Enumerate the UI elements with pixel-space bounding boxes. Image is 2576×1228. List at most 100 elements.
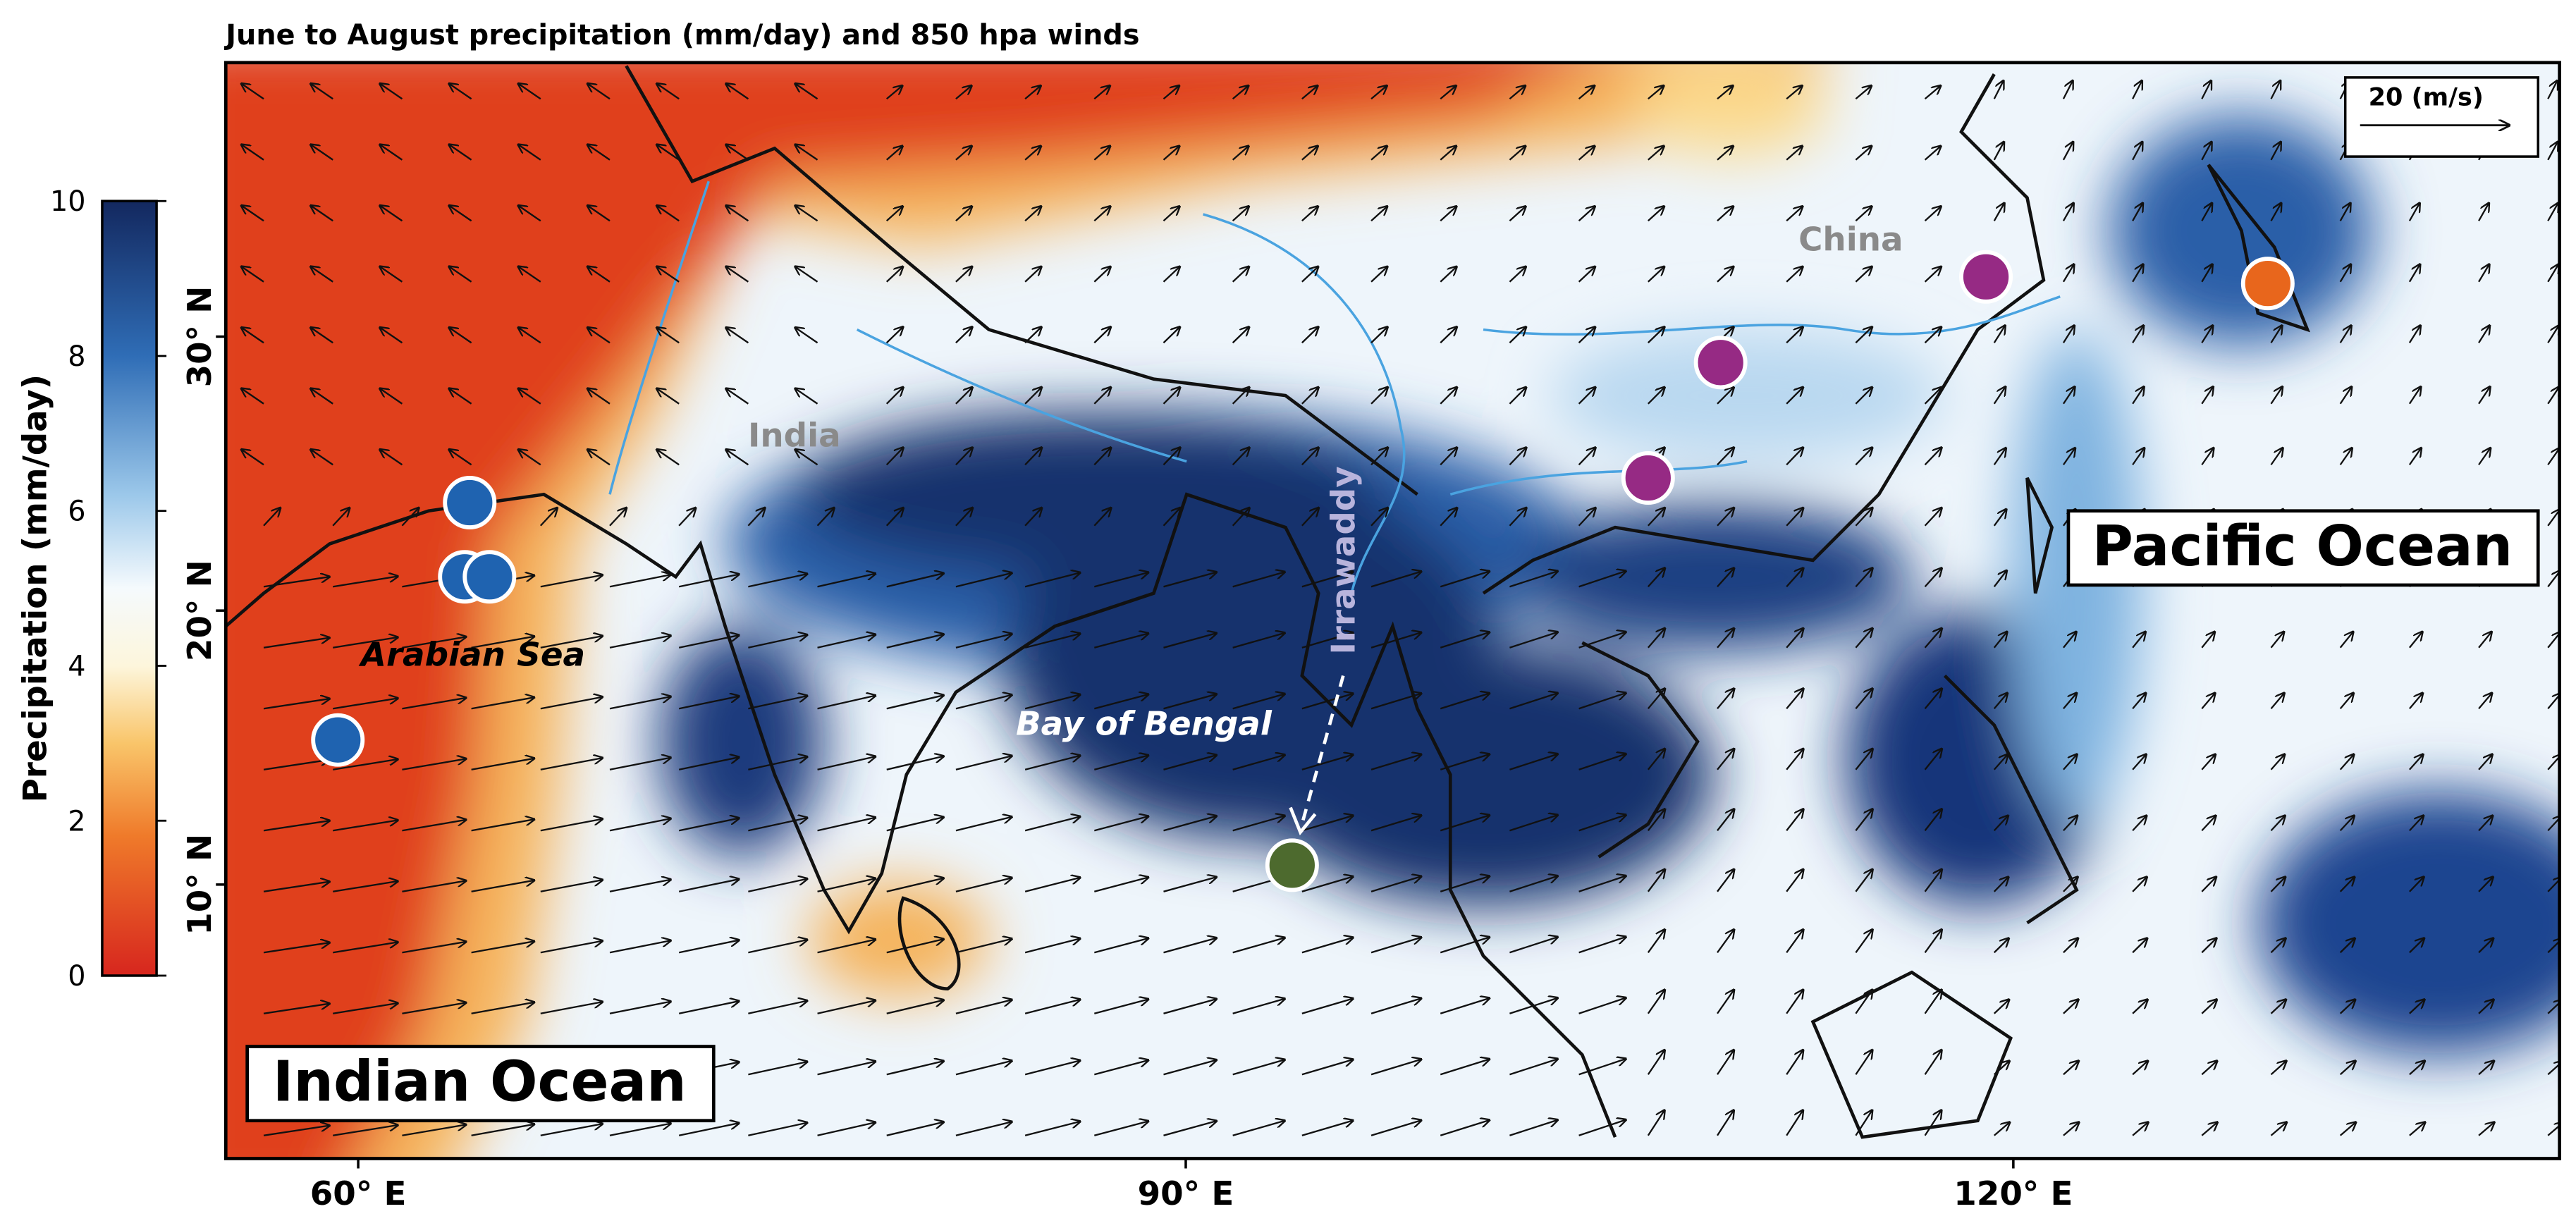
wind-vector <box>2201 816 2215 832</box>
wind-vector <box>333 577 397 588</box>
wind-vector <box>1232 694 1284 710</box>
wind-vector <box>1440 207 1456 222</box>
wind-vector <box>2409 755 2423 770</box>
wind-vector <box>1024 86 1040 100</box>
wind-vector <box>1578 632 1626 649</box>
wind-vector <box>1301 633 1352 649</box>
precip-field <box>226 62 2560 1159</box>
wind-vector <box>1301 1121 1352 1136</box>
wind-vector <box>2547 939 2560 954</box>
wind-vector <box>1094 938 1148 954</box>
site-marker <box>311 713 365 767</box>
wind-vector <box>2547 204 2558 221</box>
wind-vector <box>2408 326 2420 343</box>
wind-vector <box>1993 694 2007 710</box>
wind-vector <box>1717 207 1733 222</box>
wind-vector <box>1993 142 2004 161</box>
wind-vector <box>955 86 971 100</box>
wind-vector <box>1647 629 1664 649</box>
wind-vector <box>1232 755 1284 770</box>
wind-vector <box>955 508 972 527</box>
wind-vector <box>1440 998 1489 1014</box>
wind-vector <box>2063 1000 2078 1014</box>
wind-vector <box>2201 204 2212 221</box>
wind-vector <box>2408 265 2419 283</box>
wind-vector <box>2478 939 2493 954</box>
wind-vector <box>263 1126 329 1136</box>
wind-vector <box>471 759 534 770</box>
wind-vector <box>1717 870 1734 892</box>
wind-vector <box>1786 86 1801 100</box>
wind-vector <box>2132 1062 2147 1076</box>
wind-vector <box>817 574 875 588</box>
wind-vector <box>1993 326 2005 343</box>
wind-vector <box>1370 572 1421 588</box>
wind-vector <box>588 389 611 405</box>
wind-vector <box>1647 508 1664 527</box>
wind-vector <box>1647 569 1664 588</box>
wind-vector <box>1855 448 1872 466</box>
wind-vector <box>2409 816 2423 832</box>
wind-vector <box>2270 878 2286 892</box>
wind-vector <box>955 1061 1011 1076</box>
wind-vector <box>2201 939 2216 954</box>
wind-vector <box>2547 1062 2560 1076</box>
wind-vector <box>1717 749 1734 770</box>
site-markers <box>311 250 2295 892</box>
label-box <box>245 1045 716 1123</box>
coastlines <box>226 65 2310 1139</box>
wind-vector <box>678 818 738 832</box>
wind-vector <box>332 508 349 527</box>
wind-vector <box>1786 207 1802 222</box>
wind-vector <box>2132 939 2147 954</box>
wind-vector <box>1786 448 1803 466</box>
wind-vector <box>1993 1000 2008 1014</box>
wind-vector <box>955 817 1011 832</box>
wind-vector <box>2339 1000 2355 1014</box>
wind-vector <box>1924 86 1940 100</box>
wind-vector <box>609 880 670 892</box>
wind-vector <box>748 696 806 710</box>
wind-vector <box>1786 267 1802 283</box>
wind-vector <box>540 758 602 770</box>
wind-vector <box>333 1003 397 1014</box>
wind-vector <box>1717 990 1734 1014</box>
wind-vector <box>2201 878 2216 892</box>
wind-vector <box>1648 207 1664 222</box>
wind-vector <box>2201 1062 2216 1076</box>
wind-vector <box>2063 939 2078 954</box>
wind-vector <box>955 573 1011 588</box>
wind-vector <box>1578 508 1595 527</box>
wind-vector <box>1993 387 2006 405</box>
wind-vector <box>1924 930 1942 953</box>
wind-vector <box>450 267 472 283</box>
wind-vector <box>2063 632 2076 649</box>
wind-vector <box>2339 755 2354 770</box>
wind-vector <box>1648 147 1664 161</box>
wind-vector <box>2478 1123 2494 1136</box>
wind-vector <box>1093 147 1110 161</box>
wind-vector <box>381 267 403 283</box>
wind-vector <box>796 206 818 222</box>
wind-vector <box>1717 1050 1734 1075</box>
wind-vector <box>2201 448 2213 465</box>
wind-vector <box>885 388 903 405</box>
wind-vector <box>519 145 541 161</box>
lat-tick-label: 30° N <box>181 286 219 388</box>
wind-vector <box>540 575 602 588</box>
wind-vector <box>886 573 943 588</box>
wind-vector <box>2201 1123 2216 1136</box>
wind-vector <box>450 328 472 344</box>
wind-vector <box>955 1122 1011 1136</box>
wind-vector <box>1509 147 1525 161</box>
wind-vector <box>540 880 602 892</box>
site-marker <box>1959 250 2013 304</box>
wind-vector <box>796 145 818 161</box>
wind-vector <box>471 1002 534 1014</box>
wind-vector <box>402 942 465 954</box>
wind-vector <box>1301 816 1352 832</box>
wind-vector <box>1370 267 1387 283</box>
wind-vector <box>1509 267 1525 283</box>
wind-vector <box>1440 448 1456 466</box>
dashed-arrow <box>1300 675 1345 825</box>
